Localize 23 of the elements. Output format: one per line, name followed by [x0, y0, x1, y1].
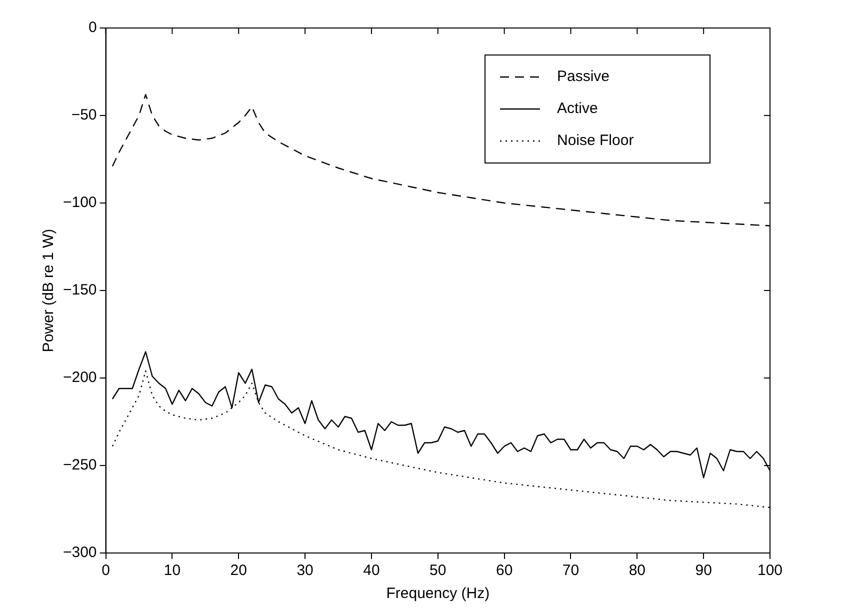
- y-tick-label: −100: [62, 194, 97, 212]
- y-tick-label: −50: [71, 106, 97, 124]
- x-tick-label: 10: [164, 562, 181, 580]
- y-tick-label: −250: [62, 456, 97, 474]
- y-tick-label: 0: [88, 19, 97, 36]
- x-tick-label: 80: [628, 562, 646, 580]
- y-tick-label: −300: [62, 544, 97, 562]
- y-tick-label: −150: [62, 282, 97, 299]
- x-axis-title: Frequency (Hz): [386, 585, 490, 602]
- legend-label: Active: [557, 100, 598, 118]
- x-tick-label: 20: [230, 562, 247, 580]
- x-tick-label: 70: [562, 562, 580, 580]
- x-tick-label: 0: [102, 562, 110, 580]
- legend-label: Passive: [557, 68, 610, 86]
- x-tick-label: 60: [496, 562, 513, 580]
- x-tick-label: 40: [363, 562, 380, 580]
- x-tick-label: 100: [757, 562, 783, 580]
- legend-label: Noise Floor: [557, 132, 634, 150]
- x-tick-label: 90: [695, 562, 712, 580]
- x-tick-label: 30: [296, 562, 314, 580]
- y-tick-label: −200: [62, 369, 97, 386]
- x-tick-label: 50: [430, 562, 446, 580]
- y-axis-title: Power (dB re 1 W): [40, 228, 58, 352]
